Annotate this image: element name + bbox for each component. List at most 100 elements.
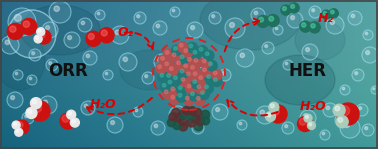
Circle shape (187, 58, 191, 61)
Circle shape (373, 88, 375, 90)
Circle shape (29, 49, 41, 61)
Circle shape (219, 69, 231, 81)
Circle shape (156, 24, 160, 28)
Circle shape (16, 129, 19, 133)
Circle shape (8, 8, 36, 36)
Circle shape (172, 9, 175, 12)
Circle shape (174, 113, 183, 122)
Circle shape (186, 96, 189, 100)
Circle shape (105, 72, 108, 75)
Circle shape (267, 113, 271, 117)
Circle shape (203, 83, 213, 94)
Circle shape (163, 88, 173, 99)
Circle shape (178, 117, 187, 126)
Circle shape (180, 43, 183, 47)
Circle shape (182, 47, 192, 58)
Circle shape (23, 21, 29, 27)
Circle shape (205, 73, 215, 84)
Circle shape (212, 76, 222, 87)
Circle shape (182, 62, 192, 73)
Circle shape (39, 32, 45, 38)
Circle shape (60, 113, 76, 129)
Circle shape (282, 122, 294, 134)
Circle shape (81, 101, 95, 115)
Ellipse shape (200, 0, 300, 50)
Circle shape (13, 122, 17, 125)
Circle shape (32, 52, 35, 55)
Circle shape (99, 28, 114, 43)
Circle shape (103, 70, 113, 80)
Circle shape (185, 70, 195, 81)
Circle shape (178, 42, 188, 52)
Circle shape (174, 47, 177, 50)
Circle shape (326, 16, 344, 34)
Circle shape (191, 49, 201, 59)
Circle shape (207, 60, 217, 71)
Circle shape (158, 65, 161, 69)
Circle shape (273, 25, 283, 35)
Circle shape (38, 29, 41, 32)
Circle shape (197, 74, 208, 85)
Circle shape (9, 26, 16, 32)
Circle shape (14, 14, 21, 21)
Circle shape (169, 85, 180, 96)
Circle shape (25, 115, 28, 118)
Circle shape (115, 30, 119, 35)
Circle shape (165, 72, 175, 83)
Circle shape (81, 21, 85, 25)
Circle shape (173, 121, 181, 129)
Circle shape (194, 108, 202, 117)
Circle shape (172, 74, 182, 85)
Circle shape (86, 54, 90, 58)
Circle shape (282, 7, 287, 11)
Circle shape (365, 127, 368, 130)
Circle shape (193, 80, 197, 83)
Circle shape (178, 68, 189, 78)
Circle shape (172, 108, 180, 117)
Circle shape (33, 104, 42, 112)
Ellipse shape (20, 5, 100, 55)
Circle shape (222, 72, 225, 75)
Circle shape (42, 22, 58, 38)
Ellipse shape (0, 30, 45, 90)
Circle shape (135, 109, 138, 112)
Circle shape (283, 60, 293, 70)
Circle shape (326, 106, 330, 110)
Circle shape (348, 11, 362, 25)
Circle shape (28, 109, 32, 114)
Circle shape (312, 9, 315, 12)
Circle shape (84, 104, 88, 108)
Circle shape (365, 32, 368, 35)
Circle shape (291, 4, 294, 8)
Circle shape (366, 51, 370, 55)
Circle shape (172, 45, 182, 55)
Circle shape (187, 22, 203, 38)
Circle shape (179, 76, 190, 86)
Circle shape (189, 44, 193, 48)
Circle shape (323, 103, 337, 117)
Circle shape (199, 76, 203, 79)
Circle shape (322, 132, 325, 135)
Circle shape (32, 99, 37, 104)
Circle shape (163, 49, 174, 59)
Ellipse shape (295, 20, 345, 60)
Circle shape (203, 50, 214, 61)
Circle shape (17, 122, 23, 128)
Circle shape (267, 15, 279, 27)
Circle shape (187, 42, 197, 53)
Circle shape (184, 64, 187, 67)
Circle shape (209, 62, 212, 66)
Circle shape (351, 14, 355, 18)
Circle shape (22, 112, 34, 124)
Circle shape (199, 89, 209, 100)
Circle shape (54, 6, 59, 11)
Circle shape (151, 121, 165, 135)
Circle shape (362, 124, 374, 136)
Circle shape (182, 106, 191, 115)
Circle shape (336, 116, 348, 128)
Circle shape (70, 118, 79, 127)
Text: H₂O: H₂O (90, 97, 117, 111)
Circle shape (355, 72, 358, 75)
Circle shape (30, 101, 50, 121)
Circle shape (265, 45, 268, 48)
